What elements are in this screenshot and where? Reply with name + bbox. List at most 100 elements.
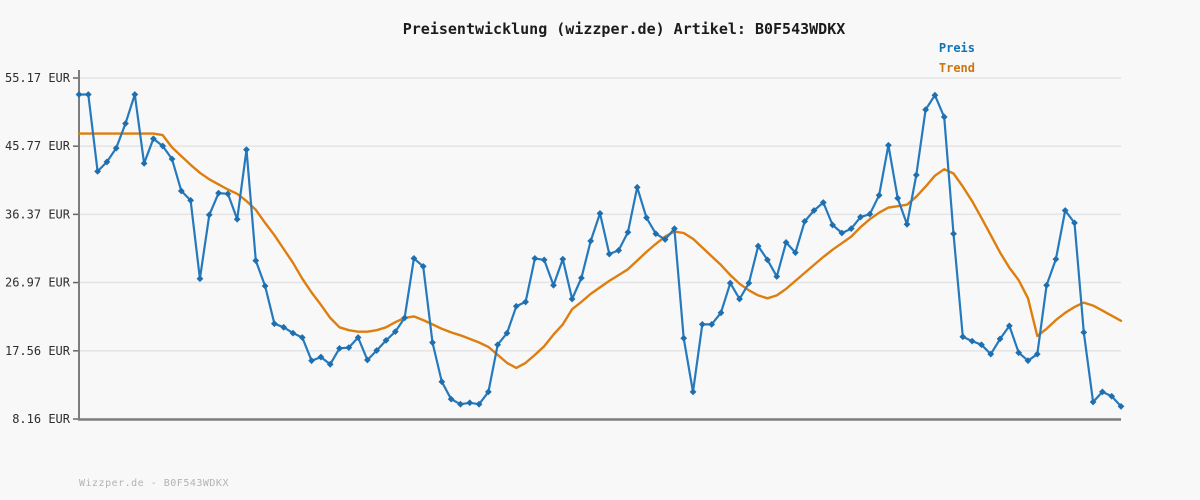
price-marker (1071, 219, 1078, 227)
price-marker (671, 225, 678, 233)
price-marker (224, 190, 232, 198)
price-marker (615, 247, 623, 254)
price-marker (103, 158, 111, 166)
price-marker (252, 257, 260, 264)
price-marker (1015, 349, 1023, 357)
price-marker (373, 347, 381, 354)
price-marker (1117, 402, 1125, 410)
price-marker (354, 334, 362, 341)
price-marker (140, 159, 148, 167)
y-tick-label: 26.97 EUR (5, 276, 71, 290)
price-marker (270, 320, 278, 328)
legend-label-preis: Preis (938, 41, 975, 55)
price-marker (912, 171, 920, 179)
price-marker (522, 298, 529, 306)
price-marker (84, 91, 92, 98)
price-marker (633, 183, 641, 191)
price-marker (717, 309, 725, 317)
price-marker (689, 388, 697, 396)
chart-legend: Preis Trend (855, 38, 975, 78)
price-marker (661, 236, 669, 243)
price-marker (968, 337, 976, 345)
price-marker (838, 229, 846, 237)
y-tick-label: 45.77 EUR (5, 139, 71, 153)
price-marker (308, 357, 315, 365)
price-line (77, 93, 1123, 408)
price-marker (643, 214, 650, 222)
price-marker (512, 302, 520, 310)
chart-title: Preisentwicklung (wizzper.de) Artikel: B… (402, 20, 846, 38)
price-marker (577, 274, 585, 282)
price-marker (75, 91, 83, 98)
price-marker (1108, 392, 1116, 400)
price-marker (810, 207, 818, 214)
price-marker (903, 220, 911, 228)
price-marker (466, 399, 474, 407)
price-marker (298, 334, 306, 341)
price-marker (159, 142, 167, 150)
price-marker (698, 321, 706, 328)
price-marker (419, 262, 427, 270)
y-tick-label: 8.16 EUR (12, 412, 71, 426)
price-marker (1043, 281, 1050, 289)
price-marker (605, 250, 613, 258)
price-marker (391, 328, 399, 336)
price-marker (1098, 388, 1106, 396)
price-marker (587, 237, 595, 245)
legend-label-trend: Trend (938, 61, 975, 75)
price-marker (652, 230, 660, 238)
price-marker (847, 225, 855, 233)
price-marker (131, 91, 139, 98)
price-marker (754, 242, 762, 250)
price-marker (782, 239, 790, 246)
price-marker (866, 210, 874, 218)
price-marker (596, 210, 604, 217)
price-marker (885, 141, 892, 149)
price-marker (205, 211, 213, 219)
price-marker (940, 113, 948, 121)
price-marker (931, 91, 939, 99)
price-marker (364, 356, 371, 364)
price-marker (1052, 255, 1060, 263)
price-marker (568, 295, 576, 303)
legend-item-preis: Preis (855, 38, 975, 58)
watermark: Wizzper.de - B0F543WDKX (79, 478, 229, 489)
y-tick-label: 55.17 EUR (5, 71, 71, 85)
price-marker (503, 329, 511, 337)
price-marker (484, 388, 492, 396)
price-marker (950, 230, 957, 238)
price-marker (243, 146, 250, 153)
price-marker (1061, 207, 1069, 214)
price-marker (922, 106, 930, 114)
price-marker (550, 281, 557, 289)
price-marker (429, 339, 436, 346)
price-marker (978, 341, 985, 349)
price-marker (215, 189, 222, 197)
price-marker (1005, 322, 1013, 330)
price-marker (875, 191, 883, 199)
price-marker (289, 329, 297, 337)
price-marker (494, 341, 502, 349)
price-marker (559, 255, 567, 263)
price-marker (187, 196, 195, 204)
y-tick-label: 36.37 EUR (5, 207, 71, 221)
price-marker (680, 334, 688, 342)
price-marker (401, 314, 409, 322)
price-marker (1033, 350, 1041, 358)
price-marker (112, 144, 120, 152)
price-marker (531, 255, 539, 262)
price-marker (168, 155, 176, 163)
price-marker (540, 256, 548, 264)
price-marker (624, 228, 632, 236)
price-marker (177, 187, 185, 195)
price-marker (122, 120, 129, 127)
price-marker (819, 199, 827, 206)
y-tick-label: 17.56 EUR (5, 344, 71, 358)
price-marker (345, 344, 353, 352)
price-marker (1080, 328, 1088, 336)
price-marker (196, 275, 204, 283)
price-marker (233, 215, 241, 223)
legend-item-trend: Trend (855, 58, 975, 78)
